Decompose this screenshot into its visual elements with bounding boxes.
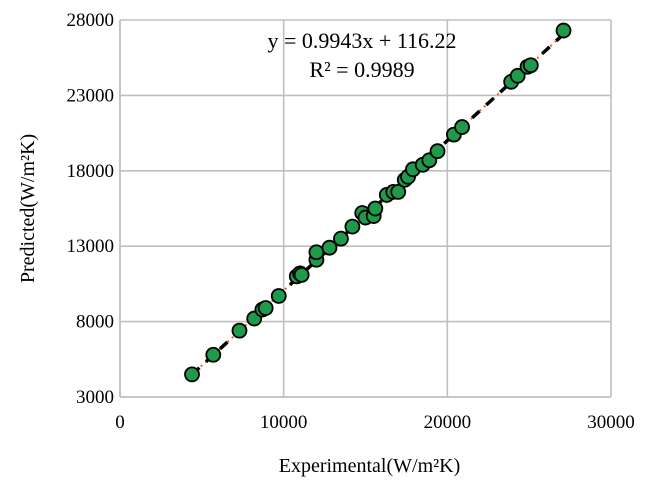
y-tick-label: 13000 <box>67 236 115 257</box>
r-squared-label: R² = 0.9989 <box>309 57 414 82</box>
data-point <box>454 119 470 135</box>
data-point <box>344 218 361 235</box>
data-point <box>509 67 526 84</box>
data-point <box>522 57 539 74</box>
data-points <box>184 22 572 383</box>
data-point <box>205 346 222 363</box>
data-point <box>390 184 407 200</box>
data-point <box>555 22 572 39</box>
x-tick-label: 30000 <box>587 412 635 433</box>
data-point <box>367 200 384 217</box>
y-tick-label: 23000 <box>67 85 115 106</box>
x-tick-label: 20000 <box>424 412 472 433</box>
x-tick-label: 10000 <box>260 412 308 433</box>
data-point <box>321 239 338 256</box>
y-tick-label: 3000 <box>76 387 114 408</box>
y-tick-label: 18000 <box>67 161 115 182</box>
data-point <box>270 288 287 304</box>
axes <box>119 20 611 398</box>
tick-labels: 0 10000 20000 30000 3000 8000 13000 18000 23000 2… <box>67 10 635 433</box>
data-point <box>333 230 349 247</box>
trendline-equation: y = 0.9943x + 116.22 <box>268 28 457 53</box>
data-point <box>231 322 248 339</box>
data-point <box>257 300 274 316</box>
x-axis-title: Experimental(W/m²K) <box>279 455 460 477</box>
data-point <box>429 143 446 160</box>
y-tick-label: 28000 <box>67 10 115 31</box>
data-point <box>293 266 310 283</box>
y-tick-label: 8000 <box>76 312 114 333</box>
data-point <box>308 244 325 261</box>
y-axis-title: Predicted(W/m²K) <box>17 134 39 283</box>
data-point <box>184 366 200 383</box>
x-tick-label: 0 <box>115 412 125 433</box>
